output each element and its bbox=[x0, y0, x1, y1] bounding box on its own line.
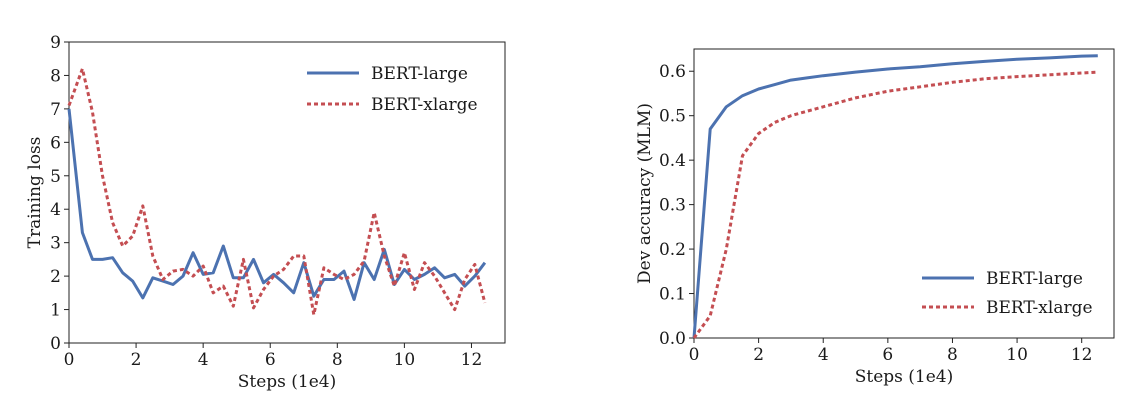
x-tick-label: 8 bbox=[332, 350, 343, 370]
y-tick-label: 9 bbox=[50, 33, 61, 53]
plot-frame bbox=[68, 41, 506, 344]
y-axis-title: Dev accuracy (MLM) bbox=[635, 103, 655, 284]
legend-label: BERT-large bbox=[371, 64, 468, 84]
y-tick-label: 3 bbox=[50, 234, 61, 254]
y-tick-label: 8 bbox=[50, 66, 61, 86]
x-tick-label: 12 bbox=[461, 350, 483, 370]
x-tick-label: 0 bbox=[64, 350, 75, 370]
series-line-bert-large bbox=[692, 54, 1098, 339]
x-axis-title: Steps (1e4) bbox=[238, 372, 337, 392]
x-tick-label: 12 bbox=[1071, 345, 1093, 365]
y-tick-label: 2 bbox=[50, 267, 61, 287]
legend-label: BERT-xlarge bbox=[371, 95, 478, 115]
y-tick-label: 0.2 bbox=[659, 240, 686, 260]
x-tick-label: 4 bbox=[818, 345, 829, 365]
y-tick-label: 0.6 bbox=[659, 62, 686, 82]
y-axis-title: Training loss bbox=[25, 137, 45, 249]
x-tick-label: 6 bbox=[265, 350, 276, 370]
y-tick-label: 0.1 bbox=[659, 285, 686, 305]
x-tick-label: 0 bbox=[689, 345, 700, 365]
x-tick-label: 6 bbox=[882, 345, 893, 365]
y-tick-label: 0 bbox=[50, 334, 61, 354]
x-tick-label: 4 bbox=[198, 350, 209, 370]
x-tick-label: 8 bbox=[947, 345, 958, 365]
dev-accuracy-chart: 0 2 4 6 8 10 12 0.0 0.1 0.2 0.3 0.4 0.5 0.6 Steps (1e4… bbox=[635, 48, 1115, 387]
y-tick-label: 0.4 bbox=[659, 151, 686, 171]
y-tick-label: 0.3 bbox=[659, 196, 686, 216]
x-tick-label: 10 bbox=[1006, 345, 1028, 365]
plot-frame bbox=[693, 48, 1115, 339]
y-tick-label: 6 bbox=[50, 133, 61, 153]
y-tick-label: 5 bbox=[50, 167, 61, 187]
legend-label: BERT-large bbox=[986, 269, 1083, 289]
x-tick-label: 2 bbox=[131, 350, 142, 370]
legend-label: BERT-xlarge bbox=[986, 298, 1093, 318]
x-tick-label: 10 bbox=[394, 350, 416, 370]
y-tick-label: 4 bbox=[50, 200, 61, 220]
series-line-bert-xlarge bbox=[67, 67, 487, 317]
x-tick-label: 2 bbox=[753, 345, 764, 365]
y-tick-label: 1 bbox=[50, 301, 61, 321]
y-tick-label: 0.5 bbox=[659, 107, 686, 127]
series-line-bert-large bbox=[67, 108, 487, 301]
x-axis-title: Steps (1e4) bbox=[855, 367, 954, 387]
series-line-bert-xlarge bbox=[692, 70, 1098, 339]
y-tick-label: 7 bbox=[50, 100, 61, 120]
y-tick-label: 0.0 bbox=[659, 329, 686, 349]
